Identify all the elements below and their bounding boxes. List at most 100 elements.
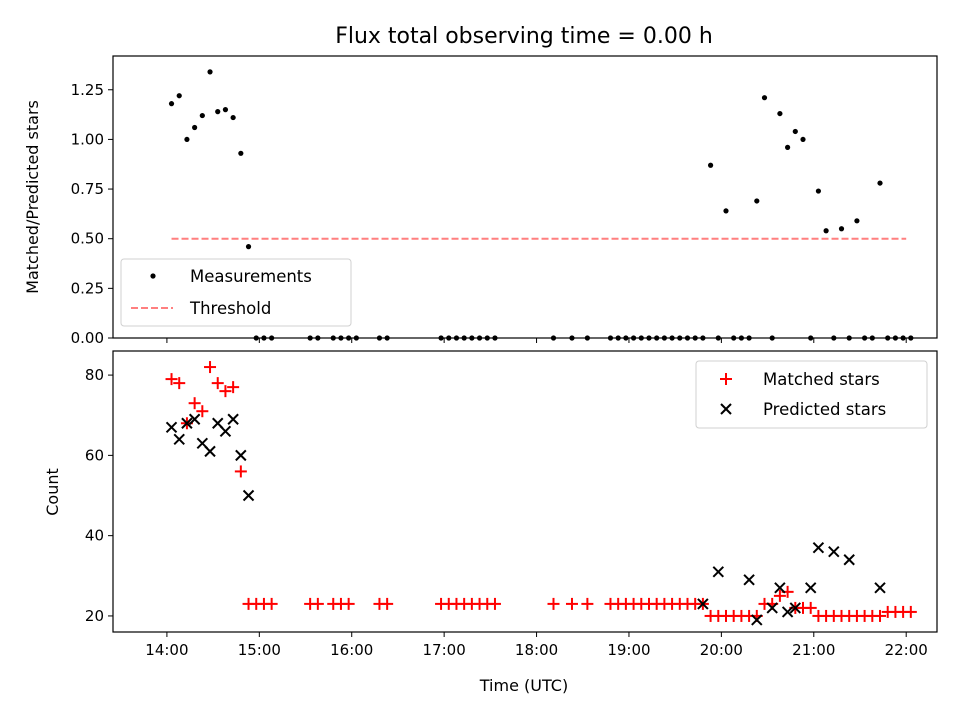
- measurement-point: [245, 244, 252, 250]
- measurement-point: [892, 335, 899, 341]
- measurement-point: [630, 335, 637, 341]
- measurement-point: [307, 335, 313, 341]
- measurement-point: [877, 180, 883, 186]
- measurement-point: [838, 226, 845, 232]
- measurement-point: [646, 335, 652, 341]
- predicted-stars-point: [227, 413, 239, 425]
- measurement-point: [476, 335, 483, 341]
- measurement-point: [723, 208, 729, 214]
- measurement-point: [846, 335, 852, 341]
- measurement-point: [469, 335, 475, 341]
- measurement-point: [738, 335, 744, 341]
- count-y-axis-label: Count: [43, 468, 62, 516]
- predicted-stars-point: [697, 598, 709, 610]
- legend-threshold-label: Threshold: [189, 299, 271, 318]
- predicted-stars-point: [242, 489, 255, 502]
- measurement-point: [461, 335, 467, 341]
- measurement-point: [222, 107, 229, 113]
- legend-measurements-marker: [150, 273, 156, 279]
- measurement-point: [638, 335, 644, 341]
- measurement-point: [215, 109, 221, 115]
- predicted-stars-point: [804, 582, 817, 594]
- matched-stars-point: [173, 377, 186, 390]
- legend-predicted-label: Predicted stars: [763, 400, 886, 419]
- measurement-point: [715, 335, 721, 341]
- ratio-y-tick-label: 0.25: [71, 279, 104, 297]
- measurement-point: [168, 101, 175, 107]
- measurement-point: [184, 136, 190, 143]
- ratio-y-tick-label: 0.00: [71, 329, 104, 347]
- predicted-stars-point: [774, 582, 786, 594]
- measurement-point: [230, 114, 236, 121]
- ratio-y-axis-label: Matched/Predicted stars: [23, 100, 42, 294]
- measurement-point: [677, 335, 683, 341]
- x-tick-label: 18:00: [515, 641, 558, 659]
- chart-title: Flux total observing time = 0.00 h: [335, 24, 713, 49]
- matched-stars-point: [165, 373, 178, 386]
- count-y-tick-label: 60: [85, 446, 104, 464]
- matched-stars-point: [265, 597, 278, 610]
- predicted-stars-point: [219, 425, 232, 437]
- measurement-point: [900, 335, 906, 341]
- measurement-point: [492, 335, 498, 341]
- measurement-point: [453, 335, 460, 341]
- measurement-point: [615, 335, 621, 341]
- ratio-panel-frame: [112, 55, 938, 339]
- matched-stars-point: [188, 397, 201, 410]
- count-y-tick-label: 80: [85, 366, 104, 384]
- measurement-point: [707, 162, 714, 168]
- matched-stars-point: [311, 597, 324, 610]
- measurement-point: [692, 335, 698, 341]
- measurement-point: [484, 335, 490, 341]
- count-panel-frame: [112, 350, 938, 633]
- measurement-point: [192, 124, 198, 131]
- ratio-y-tick-label: 0.50: [71, 230, 104, 248]
- measurement-point: [831, 335, 837, 341]
- measurement-point: [654, 335, 660, 341]
- ratio-y-tick-label: 1.00: [71, 130, 104, 148]
- predicted-stars-point: [843, 554, 855, 566]
- predicted-stars-point: [812, 541, 825, 554]
- measurement-point: [584, 335, 590, 341]
- x-tick-label: 15:00: [238, 641, 281, 659]
- measurement-point: [607, 335, 614, 341]
- count-panel: 20 40 60 80 14:00 15:00 16:00 17:00 18:00 19:00 2…: [43, 350, 938, 695]
- matched-stars-point: [381, 597, 394, 610]
- x-tick-label: 21:00: [792, 641, 835, 659]
- ratio-y-tick-label: 0.75: [71, 180, 104, 198]
- predicted-stars-point: [781, 606, 794, 618]
- ratio-legend-box: [120, 258, 352, 327]
- ratio-panel: 0.00 0.25 0.50 0.75 1.00 1.25 Matched/Predict…: [23, 55, 938, 347]
- measurement-point: [862, 335, 868, 341]
- predicted-stars-point: [173, 433, 185, 446]
- x-tick-label: 17:00: [423, 641, 466, 659]
- x-axis-label: Time (UTC): [479, 676, 568, 695]
- predicted-stars-point: [235, 449, 247, 462]
- legend-matched-label: Matched stars: [763, 370, 880, 389]
- matched-stars-point: [227, 381, 240, 394]
- matched-stars-point: [773, 589, 786, 602]
- matched-stars-point: [874, 609, 887, 622]
- measurement-point: [761, 95, 768, 101]
- measurement-point: [623, 335, 629, 341]
- count-y-tick-label: 40: [85, 527, 104, 545]
- matched-stars-point: [565, 597, 578, 610]
- count-legend: Matched stars Predicted stars: [695, 360, 928, 429]
- measurement-point: [376, 335, 383, 341]
- predicted-stars-point: [712, 566, 725, 578]
- matched-stars-point: [904, 605, 917, 618]
- measurement-point: [700, 335, 706, 341]
- measurement-point: [315, 335, 321, 341]
- measurement-point: [346, 335, 352, 341]
- predicted-stars-point: [751, 614, 763, 626]
- measurement-point: [338, 335, 344, 341]
- matched-stars-point: [211, 377, 224, 390]
- predicted-stars-point: [181, 417, 193, 429]
- measurement-point: [330, 335, 336, 341]
- measurement-point: [785, 144, 791, 150]
- predicted-stars-point: [766, 602, 778, 614]
- predicted-stars-point: [165, 421, 178, 433]
- matched-stars-point: [204, 361, 217, 374]
- measurement-point: [199, 112, 205, 119]
- measurement-point: [384, 335, 390, 341]
